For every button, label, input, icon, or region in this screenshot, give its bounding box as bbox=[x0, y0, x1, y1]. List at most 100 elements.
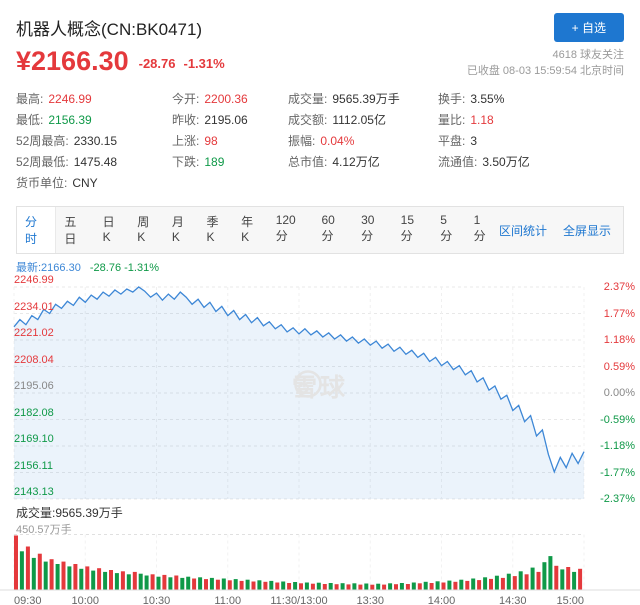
tab-realtime[interactable]: 分时 bbox=[17, 207, 57, 253]
quote-meta: 4618 球友关注 已收盘 08-03 15:59:54 北京时间 bbox=[467, 47, 624, 79]
y-axis-percent-label: 0.00% bbox=[603, 387, 635, 399]
tab-1min[interactable]: 1分 bbox=[473, 213, 486, 243]
tab-monthly-k[interactable]: 月K bbox=[171, 215, 184, 244]
stat-value: 3.50万亿 bbox=[482, 155, 530, 169]
x-axis-label: 10:00 bbox=[71, 595, 100, 605]
tab-5min[interactable]: 5分 bbox=[440, 213, 453, 243]
stat-label: 52周最低: bbox=[16, 155, 69, 169]
volume-section[interactable]: 成交量:9565.39万手 450.57万手 bbox=[0, 503, 640, 591]
tab-120min[interactable]: 120分 bbox=[275, 213, 296, 243]
stat-item: 52周最高: 2330.15 bbox=[16, 131, 172, 152]
stats-grid: 最高: 2246.99 最低: 2156.39 52周最高: 2330.15 52周最低: 1… bbox=[0, 81, 640, 200]
stat-item: 最低: 2156.39 bbox=[16, 110, 172, 131]
stat-value: 1112.05亿 bbox=[332, 113, 386, 127]
stat-value: 98 bbox=[204, 134, 218, 148]
stat-item: 52周最低: 1475.48 bbox=[16, 152, 172, 173]
x-axis-label: 14:00 bbox=[427, 595, 456, 605]
tab-bar: 分时 五日 日K 周K 月K 季K 年K 120分 60分 30分 15分 5分 1分 区间统计 全屏显示 bbox=[16, 206, 624, 254]
stat-item: 昨收: 2195.06 bbox=[172, 110, 288, 131]
stat-value: 3.55% bbox=[470, 92, 505, 106]
stat-value: 2156.39 bbox=[48, 113, 92, 127]
y-axis-price-label: 2156.11 bbox=[14, 459, 53, 472]
stat-value: 189 bbox=[204, 155, 225, 169]
tab-weekly-k[interactable]: 周K bbox=[137, 215, 150, 244]
y-axis-price-label: 2169.10 bbox=[14, 433, 54, 445]
stat-label: 今开: bbox=[172, 92, 200, 106]
stat-item: 上涨: 98 bbox=[172, 131, 288, 152]
stat-item: 振幅: 0.04% bbox=[288, 131, 438, 152]
quote-row: ¥2166.30 -28.76 -1.31% 4618 球友关注 已收盘 08-0… bbox=[0, 42, 640, 81]
tab-30min[interactable]: 30分 bbox=[361, 213, 375, 243]
x-axis-label: 15:00 bbox=[556, 595, 584, 605]
stat-value: 4.12万亿 bbox=[332, 155, 380, 169]
tab-quarterly-k[interactable]: 季K bbox=[206, 215, 219, 244]
stat-label: 成交额: bbox=[288, 113, 328, 127]
y-axis-percent-label: -1.18% bbox=[600, 440, 635, 452]
stats-column-0: 最高: 2246.99 最低: 2156.39 52周最高: 2330.15 52周最低: 1… bbox=[16, 89, 172, 194]
stat-value: 2330.15 bbox=[73, 134, 118, 148]
stat-value: 2195.06 bbox=[204, 113, 248, 127]
legend-latest-price: 最新:2166.30 bbox=[16, 262, 81, 274]
stat-item: 成交量: 9565.39万手 bbox=[288, 89, 438, 110]
y-axis-percent-label: 2.37% bbox=[603, 281, 635, 293]
stat-item: 平盘: 3 bbox=[438, 131, 568, 152]
stat-item: 成交额: 1112.05亿 bbox=[288, 110, 438, 131]
stat-value: 2246.99 bbox=[48, 92, 92, 106]
y-axis-percent-label: 1.18% bbox=[603, 334, 635, 346]
header: 机器人概念(CN:BK0471) + 自选 bbox=[0, 0, 640, 42]
range-statistics-link[interactable]: 区间统计 bbox=[498, 223, 547, 238]
x-axis-label: 09:30 bbox=[14, 595, 42, 605]
stat-value: 1.18 bbox=[470, 113, 494, 127]
y-axis-percent-label: -2.37% bbox=[600, 493, 635, 505]
tab-5day[interactable]: 五日 bbox=[64, 215, 77, 246]
stat-item: 最高: 2246.99 bbox=[16, 89, 172, 110]
price-change-group: -28.76 -1.31% bbox=[139, 56, 233, 71]
tabs-right: 区间统计 全屏显示 bbox=[499, 207, 623, 253]
tab-60min[interactable]: 60分 bbox=[321, 213, 335, 243]
stat-label: 成交量: bbox=[288, 92, 328, 106]
stat-item: 今开: 2200.36 bbox=[172, 89, 288, 110]
current-price: ¥2166.30 bbox=[16, 46, 129, 76]
period-tabs: 分时 五日 日K 周K 月K 季K 年K 120分 60分 30分 15分 5分 1分 bbox=[17, 207, 499, 253]
price-change-percent: -1.31% bbox=[183, 56, 225, 71]
followers-count: 4618 球友关注 bbox=[552, 49, 624, 61]
tab-15min[interactable]: 15分 bbox=[400, 213, 414, 243]
stat-value: CNY bbox=[72, 176, 98, 190]
y-axis-percent-label: -1.77% bbox=[600, 466, 635, 479]
y-axis-price-label: 2234.01 bbox=[14, 300, 54, 313]
stat-item: 下跌: 189 bbox=[172, 152, 288, 173]
stats-column-1: 今开: 2200.36 昨收: 2195.06 上涨: 98 下跌: 189 bbox=[172, 89, 288, 194]
volume-title: 成交量:9565.39万手 bbox=[16, 506, 123, 520]
stat-label: 换手: bbox=[438, 92, 466, 106]
stat-label: 上涨: bbox=[172, 134, 200, 148]
stat-item: 货币单位: CNY bbox=[16, 173, 172, 194]
add-watchlist-button[interactable]: + 自选 bbox=[553, 13, 624, 42]
tab-daily-k[interactable]: 日K bbox=[102, 215, 115, 244]
stat-value: 2200.36 bbox=[204, 92, 248, 106]
stat-label: 下跌: bbox=[172, 155, 200, 169]
stat-label: 平盘: bbox=[438, 134, 466, 148]
stat-label: 量比: bbox=[438, 113, 466, 127]
y-axis-percent-label: 0.59% bbox=[603, 360, 635, 373]
chart-legend: 最新:2166.30 -28.76 -1.31% bbox=[0, 254, 640, 274]
price-chart[interactable]: 2246.99 2234.01 2221.02 2208.04 2195.06 2182.… bbox=[0, 273, 640, 505]
x-axis-label: 11:30/13:00 bbox=[270, 595, 328, 605]
x-axis-label: 10:30 bbox=[142, 595, 171, 605]
y-axis-price-label: 2208.04 bbox=[14, 353, 54, 366]
price-change: -28.76 bbox=[138, 56, 176, 71]
stat-value: 0.04% bbox=[320, 134, 355, 148]
price-chart-svg[interactable] bbox=[0, 273, 640, 503]
stat-label: 总市值: bbox=[288, 155, 328, 169]
fullscreen-link[interactable]: 全屏显示 bbox=[562, 223, 611, 238]
stat-label: 货币单位: bbox=[16, 176, 68, 190]
stats-column-2: 成交量: 9565.39万手成交额: 1112.05亿振幅: 0.04% 总市值: 4.1… bbox=[288, 89, 438, 194]
legend-change: -28.76 -1.31% bbox=[89, 262, 159, 274]
tab-yearly-k[interactable]: 年K bbox=[241, 215, 254, 244]
x-axis: 09:30 10:00 10:30 11:00 11:30/13:00 13:30 14:0… bbox=[0, 593, 640, 605]
volume-bars-svg[interactable] bbox=[0, 533, 640, 591]
stat-item: 量比: 1.18 bbox=[438, 110, 568, 131]
y-axis-price-label: 2182.08 bbox=[14, 406, 54, 419]
stat-label: 最低: bbox=[16, 113, 44, 127]
stats-column-3: 换手: 3.55% 量比: 1.18 平盘: 3 流通值: 3.50万亿 bbox=[438, 89, 568, 194]
